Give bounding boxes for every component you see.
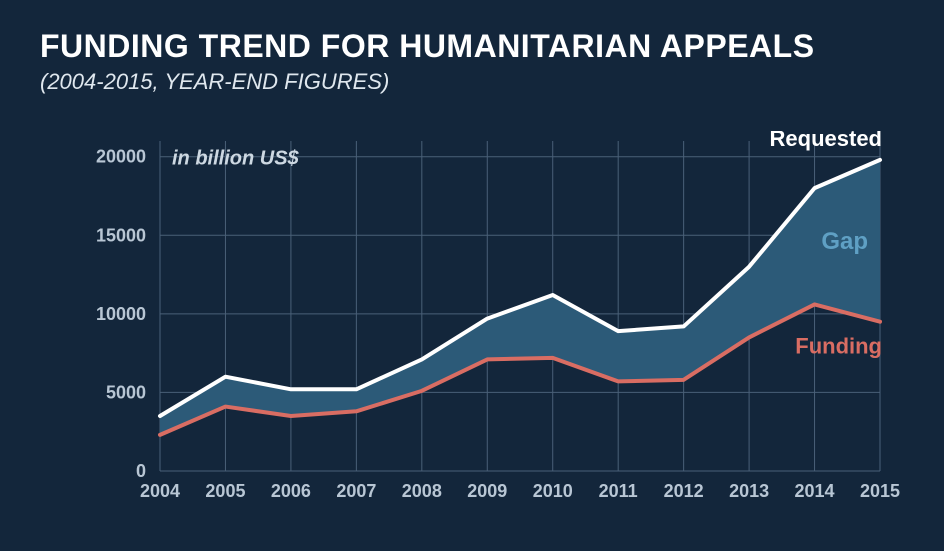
svg-text:2006: 2006 [271,481,311,501]
svg-text:2004: 2004 [140,481,180,501]
svg-text:2008: 2008 [402,481,442,501]
svg-text:2011: 2011 [599,481,638,501]
svg-text:15000: 15000 [96,225,146,245]
svg-text:2013: 2013 [729,481,769,501]
chart-title: FUNDING TREND FOR HUMANITARIAN APPEALS [40,28,904,65]
chart-svg: 0 5000 10000 15000 20000 2004 2005 2006 2007 2008… [40,131,904,531]
svg-text:Requested: Requested [770,131,882,151]
chart-area: 0 5000 10000 15000 20000 2004 2005 2006 2007 2008… [40,131,904,531]
chart-subtitle: (2004-2015, YEAR-END FIGURES) [40,69,904,95]
svg-text:2009: 2009 [467,481,507,501]
svg-text:2005: 2005 [205,481,245,501]
svg-text:in billion US$: in billion US$ [172,148,300,170]
svg-text:5000: 5000 [106,382,146,402]
svg-text:0: 0 [136,461,146,481]
svg-text:2007: 2007 [336,481,376,501]
svg-text:2015: 2015 [860,481,900,501]
svg-text:20000: 20000 [96,147,146,167]
svg-text:2014: 2014 [795,481,835,501]
svg-text:Gap: Gap [821,228,868,255]
svg-text:2010: 2010 [533,481,573,501]
svg-text:10000: 10000 [96,304,146,324]
svg-text:2012: 2012 [664,481,704,501]
svg-text:Funding: Funding [795,334,882,359]
